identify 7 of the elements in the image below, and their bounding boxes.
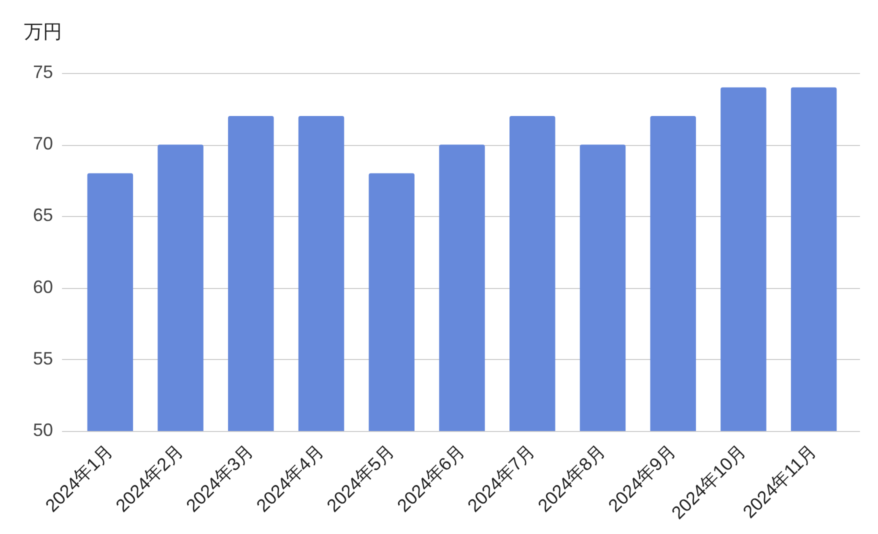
y-axis-title: 万円 [24, 22, 62, 44]
y-tick-label: 60 [32, 276, 53, 297]
y-tick-label: 55 [32, 348, 53, 368]
y-tick-label: 70 [32, 134, 53, 154]
y-tick-label: 65 [32, 205, 53, 226]
y-tick-label: 75 [32, 62, 53, 82]
y-tick-label: 50 [32, 420, 53, 440]
